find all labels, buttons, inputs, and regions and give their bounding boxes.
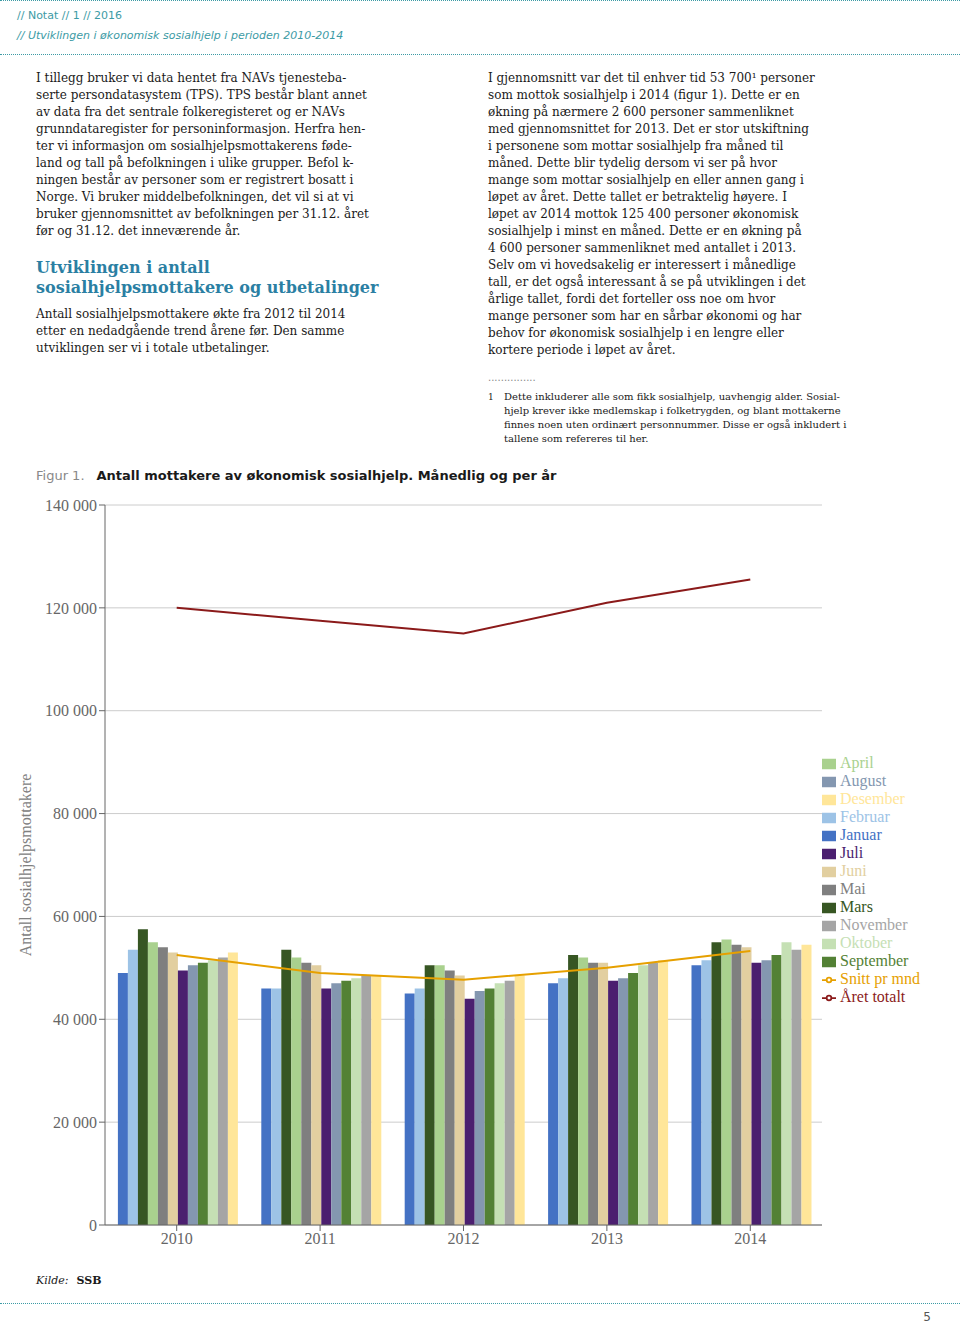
html-text:Mars: Mars — [840, 898, 873, 915]
html-text:Januar: Januar — [840, 826, 882, 843]
html-text:SSB: SSB — [76, 1274, 102, 1287]
html-text:mange personer som har en sårb: mange personer som har en sårbar økonomi… — [488, 309, 802, 323]
svg-text:2014: 2014 — [734, 1230, 766, 1247]
html-text:Selv om vi hovedsakelig er int: Selv om vi hovedsakelig er interessert i… — [488, 258, 796, 272]
svg-text:2012: 2012 — [447, 1230, 479, 1247]
html-text:Antall mottakere av økonomisk: Antall mottakere av økonomisk sosialhjel… — [96, 468, 557, 483]
html-text:// Utviklingen i økonomisk sos: // Utviklingen i økonomisk sosialhjelp i… — [17, 29, 344, 42]
html-text:tallene som refereres til her.: tallene som refereres til her. — [504, 433, 649, 444]
html-text:Desember: Desember — [840, 790, 905, 807]
html-text:måned. Dette blir tydelig ders: måned. Dette blir tydelig dersom vi ser … — [488, 156, 777, 170]
html-text:Figur 1.: Figur 1. — [36, 468, 85, 483]
html-text:Antall sosialhjelpsmottakere ø: Antall sosialhjelpsmottakere økte fra 20… — [36, 307, 346, 321]
html-text:i personene som mottar sosialh: i personene som mottar sosialhjelp fra m… — [488, 139, 784, 153]
svg-text:140 000: 140 000 — [45, 497, 97, 514]
html-text:Året totalt: Året totalt — [840, 988, 906, 1005]
html-text:Oktober: Oktober — [840, 934, 893, 951]
html-text:September: September — [840, 952, 909, 969]
svg-text:100 000: 100 000 — [45, 702, 97, 719]
svg-text:60 000: 60 000 — [53, 908, 97, 925]
html-text:bruker gjennomsnittet av befol: bruker gjennomsnittet av befolkningen pe… — [36, 207, 369, 221]
html-text:grunndataregister for personin: grunndataregister for personinformasjon.… — [36, 122, 366, 136]
html-text:finnes noen uten ordinært pers: finnes noen uten ordinært personnummer. … — [504, 419, 847, 430]
html-text:som mottok sosialhjelp i 2014: som mottok sosialhjelp i 2014 (figur 1).… — [488, 88, 800, 102]
html-text:mange som mottar sosialhjelp e: mange som mottar sosialhjelp en eller an… — [488, 173, 804, 187]
html-text:Februar: Februar — [840, 808, 890, 825]
html-text:November: November — [840, 916, 908, 933]
html-text:5: 5 — [923, 1310, 931, 1324]
html-text:April: April — [840, 754, 874, 771]
html-text:Utviklingen i antall: Utviklingen i antall — [36, 258, 210, 277]
html-text:ter vi informasjon om sosialhj: ter vi informasjon om sosialhjelpsmottak… — [36, 139, 352, 153]
html-text:sosialhjelpsmottakere og utbet: sosialhjelpsmottakere og utbetalinger — [36, 278, 379, 297]
html-text:Snitt pr mnd: Snitt pr mnd — [840, 970, 920, 987]
html-text:kortere periode i løpet av åre: kortere periode i løpet av året. — [488, 343, 676, 357]
html-text:hjelp krever ikke medlemskap i: hjelp krever ikke medlemskap i folketryg… — [504, 405, 841, 416]
html-text:I gjennomsnitt var det til enh: I gjennomsnitt var det til enhver tid 53… — [488, 71, 815, 85]
html-text:før og 31.12. det inneværende: før og 31.12. det inneværende år. — [36, 224, 241, 238]
html-text:Norge. Vi bruker middelbefolkn: Norge. Vi bruker middelbefolkningen, det… — [36, 190, 354, 204]
html-text:1: 1 — [488, 392, 494, 402]
svg-text:0: 0 — [89, 1217, 97, 1234]
svg-text:2013: 2013 — [591, 1230, 623, 1247]
svg-text:120 000: 120 000 — [45, 600, 97, 617]
html-text:serte persondatasystem (TPS).: serte persondatasystem (TPS). TPS består… — [36, 88, 367, 102]
svg-text:40 000: 40 000 — [53, 1011, 97, 1028]
html-text:land og tall på befolkningen i: land og tall på befolkningen i ulike gru… — [36, 156, 354, 170]
html-text:August: August — [840, 772, 887, 789]
svg-text:Antall sosialhjelpsmottakere: Antall sosialhjelpsmottakere — [17, 774, 35, 957]
html-text:tall, er det også interessant: tall, er det også interessant å se på ut… — [488, 275, 806, 289]
html-text:etter en nedadgående trend åre: etter en nedadgående trend årene før. De… — [36, 324, 345, 338]
html-text:Juni: Juni — [840, 862, 867, 879]
svg-text:2011: 2011 — [304, 1230, 335, 1247]
html-text:løpet av 2014 mottok 125 400 p: løpet av 2014 mottok 125 400 personer øk… — [488, 207, 799, 221]
html-text:av data fra det sentrale folke: av data fra det sentrale folkeregisteret… — [36, 105, 345, 119]
html-text:løpet av året. Dette tallet er: løpet av året. Dette tallet er betraktel… — [488, 190, 787, 204]
html-text:I tillegg bruker vi data hente: I tillegg bruker vi data hentet fra NAVs… — [36, 71, 347, 85]
html-text:Juli: Juli — [840, 844, 864, 861]
svg-text:80 000: 80 000 — [53, 805, 97, 822]
svg-text:20 000: 20 000 — [53, 1114, 97, 1131]
html-text:årlige tallet, fordi det forte: årlige tallet, fordi det forteller oss n… — [488, 292, 776, 306]
html-text:Mai: Mai — [840, 880, 866, 897]
html-text:med gjennomsnittet for 2013. D: med gjennomsnittet for 2013. Det er stor… — [488, 122, 809, 136]
html-text:økning på nærmere 2 600 person: økning på nærmere 2 600 personer sammenl… — [488, 105, 794, 119]
html-text:// Notat // 1 // 2016: // Notat // 1 // 2016 — [17, 9, 122, 22]
html-text:Dette inkluderer alle som fikk: Dette inkluderer alle som fikk sosialhje… — [504, 391, 840, 402]
html-text:behov for økonomisk sosialhjel: behov for økonomisk sosialhjelp i en len… — [488, 326, 784, 340]
svg-text:2010: 2010 — [161, 1230, 193, 1247]
html-text:sosialhjelp i minst en måned.: sosialhjelp i minst en måned. Dette er e… — [488, 224, 802, 238]
html-text:Kilde:: Kilde: — [36, 1274, 69, 1287]
html-text:utviklingen ser vi i totale ut: utviklingen ser vi i totale utbetalinger… — [36, 341, 270, 355]
html-text:ningen består av personer som: ningen består av personer som er registr… — [36, 173, 354, 187]
html-text:4 600 personer sammenliknet me: 4 600 personer sammenliknet med antallet… — [488, 241, 796, 255]
